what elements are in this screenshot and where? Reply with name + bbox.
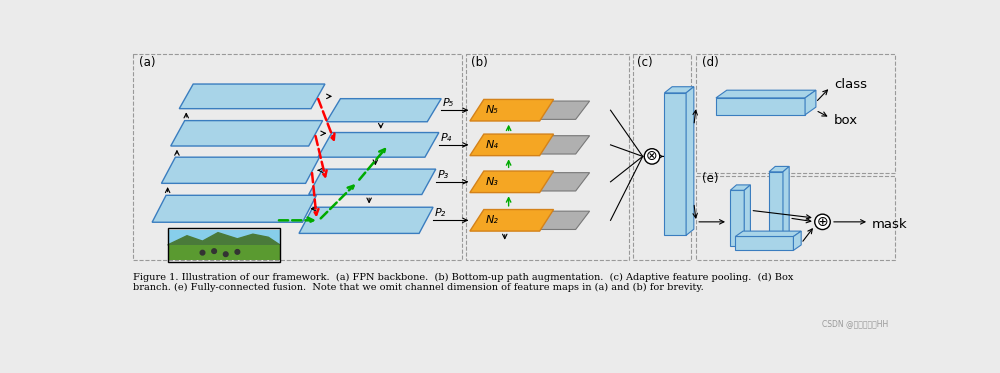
Polygon shape — [527, 136, 590, 154]
Polygon shape — [783, 166, 789, 241]
Text: class: class — [834, 78, 867, 91]
Polygon shape — [793, 231, 801, 250]
Polygon shape — [470, 134, 554, 156]
Bar — [168, 228, 280, 262]
Polygon shape — [664, 87, 694, 93]
Polygon shape — [527, 211, 590, 229]
Polygon shape — [664, 93, 686, 235]
Bar — [466, 54, 629, 260]
Circle shape — [212, 249, 216, 253]
Polygon shape — [152, 195, 316, 222]
Polygon shape — [168, 233, 280, 245]
Polygon shape — [161, 157, 320, 184]
Text: (a): (a) — [139, 56, 155, 69]
Text: (e): (e) — [702, 172, 718, 185]
Polygon shape — [299, 207, 433, 233]
Text: (c): (c) — [637, 56, 652, 69]
Text: mask: mask — [871, 219, 907, 231]
Polygon shape — [805, 90, 816, 115]
Text: N₂: N₂ — [485, 215, 498, 225]
Text: N₄: N₄ — [485, 140, 498, 150]
Polygon shape — [730, 185, 750, 190]
Polygon shape — [326, 99, 441, 122]
Polygon shape — [470, 100, 554, 121]
Circle shape — [644, 149, 660, 164]
Text: P₅: P₅ — [443, 98, 454, 109]
Polygon shape — [744, 185, 750, 246]
Text: ⊕: ⊕ — [817, 215, 828, 229]
Text: N₃: N₃ — [485, 177, 498, 187]
Polygon shape — [686, 87, 694, 235]
Text: (b): (b) — [471, 56, 488, 69]
Polygon shape — [735, 236, 793, 250]
Circle shape — [815, 214, 830, 229]
Polygon shape — [168, 229, 280, 245]
Polygon shape — [171, 120, 323, 146]
Circle shape — [223, 252, 228, 257]
Polygon shape — [527, 101, 590, 119]
Polygon shape — [168, 245, 280, 260]
Text: (d): (d) — [702, 56, 718, 69]
Text: box: box — [834, 114, 858, 127]
Bar — [133, 54, 462, 260]
Text: P₃: P₃ — [437, 170, 449, 180]
Text: Figure 1. Illustration of our framework.  (a) FPN backbone.  (b) Bottom-up path : Figure 1. Illustration of our framework.… — [133, 273, 793, 292]
Polygon shape — [716, 98, 805, 115]
Text: ⊗: ⊗ — [646, 150, 658, 163]
Text: P₄: P₄ — [440, 133, 452, 143]
Polygon shape — [179, 84, 325, 109]
Polygon shape — [318, 132, 439, 157]
Polygon shape — [769, 166, 789, 172]
Bar — [696, 176, 895, 260]
Polygon shape — [527, 173, 590, 191]
Text: CSDN @一朵小红花HH: CSDN @一朵小红花HH — [822, 319, 888, 328]
Bar — [696, 54, 895, 173]
Bar — [633, 54, 691, 260]
Polygon shape — [309, 169, 436, 195]
Text: P₂: P₂ — [435, 209, 446, 219]
Polygon shape — [769, 172, 783, 241]
Polygon shape — [470, 210, 554, 231]
Polygon shape — [730, 190, 744, 246]
Circle shape — [200, 250, 205, 255]
Polygon shape — [470, 171, 554, 192]
Polygon shape — [716, 90, 816, 98]
Text: N₅: N₅ — [485, 105, 498, 115]
Polygon shape — [735, 231, 801, 236]
Circle shape — [235, 250, 240, 254]
